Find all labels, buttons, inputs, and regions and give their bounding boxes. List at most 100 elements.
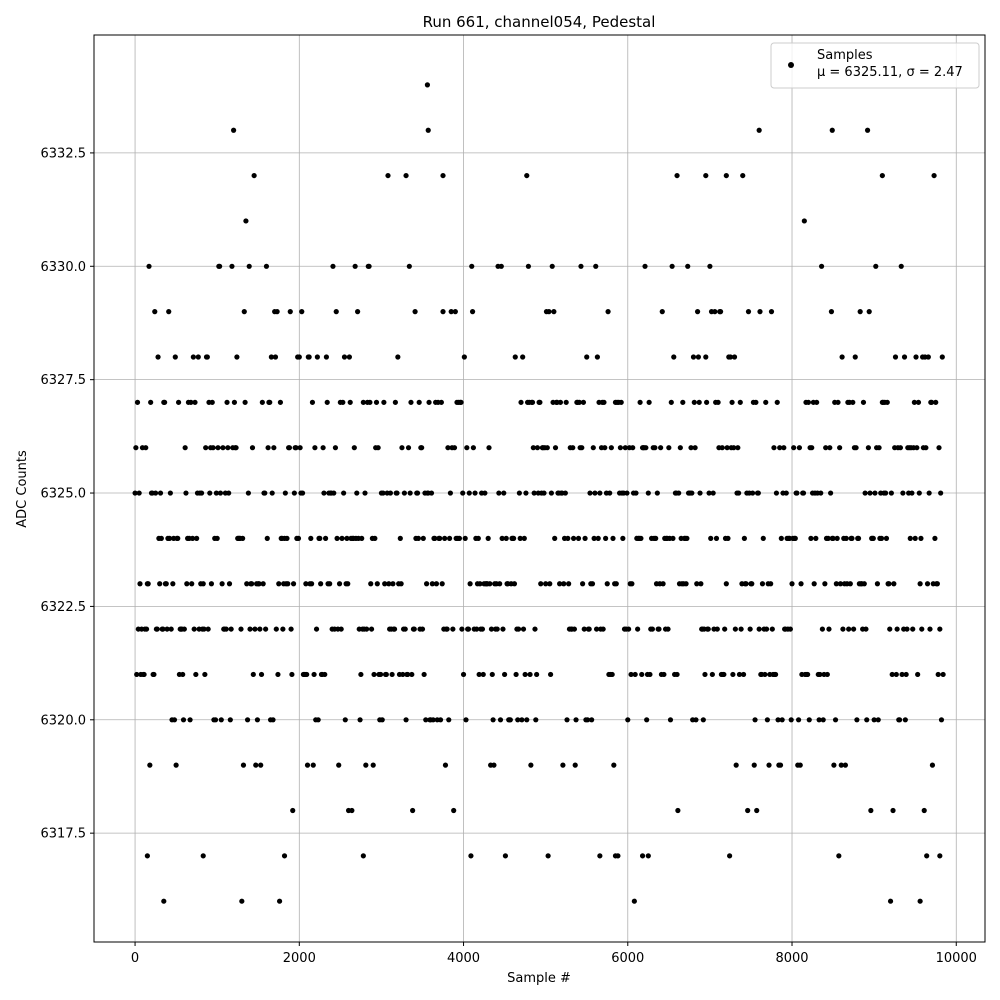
data-point <box>840 626 846 632</box>
data-point <box>709 671 715 678</box>
data-point <box>915 399 922 405</box>
data-point <box>665 626 671 632</box>
data-point <box>438 399 444 405</box>
data-point <box>521 535 527 541</box>
data-point <box>873 263 879 269</box>
data-point <box>591 535 597 541</box>
data-point <box>217 263 223 269</box>
data-point <box>291 490 297 496</box>
data-point <box>487 581 493 587</box>
data-point <box>624 490 630 496</box>
data-point <box>685 263 691 269</box>
data-point <box>162 399 168 405</box>
data-point <box>938 490 944 496</box>
data-point <box>137 581 143 587</box>
data-point <box>769 626 775 632</box>
data-point <box>410 807 416 814</box>
chart-title: Run 661, channel054, Pedestal <box>423 13 656 31</box>
data-point <box>308 535 314 541</box>
data-point <box>897 717 903 723</box>
data-point <box>842 762 849 768</box>
data-point <box>352 263 358 269</box>
data-point <box>528 762 534 768</box>
data-point <box>691 399 697 405</box>
data-point <box>871 717 877 723</box>
data-point <box>158 535 164 541</box>
data-point <box>912 535 918 541</box>
data-point <box>602 445 608 451</box>
data-point <box>172 354 178 360</box>
data-point <box>929 399 935 405</box>
data-point <box>340 399 346 405</box>
data-point <box>265 445 271 451</box>
data-point <box>445 445 451 451</box>
data-point <box>332 445 339 451</box>
data-point <box>565 535 571 541</box>
data-point <box>252 626 258 632</box>
data-point <box>671 354 677 360</box>
data-point <box>768 309 775 315</box>
data-point <box>572 762 578 768</box>
data-point <box>498 263 504 269</box>
data-point <box>656 626 662 632</box>
data-point <box>390 581 396 587</box>
data-point <box>766 762 772 768</box>
data-point <box>193 671 199 678</box>
data-point <box>234 354 240 360</box>
data-point <box>729 399 735 405</box>
data-point <box>792 535 798 541</box>
data-point <box>482 490 488 496</box>
data-point <box>697 490 703 496</box>
data-point <box>534 671 540 678</box>
data-point <box>866 309 872 315</box>
data-point <box>884 399 890 405</box>
data-point <box>275 671 281 678</box>
data-point-outlier <box>612 853 619 859</box>
data-point <box>458 399 464 405</box>
data-point <box>389 671 395 678</box>
data-point <box>428 490 435 496</box>
plot-frame <box>93 34 986 943</box>
data-point <box>854 717 860 723</box>
y-tick-label: 6327.5 <box>41 373 87 388</box>
data-point <box>274 309 280 315</box>
data-point <box>749 581 755 587</box>
data-point <box>851 626 857 632</box>
data-point <box>175 399 182 405</box>
data-point <box>694 581 700 587</box>
data-point <box>416 399 422 405</box>
data-point <box>919 626 925 632</box>
data-point <box>403 717 409 723</box>
data-point <box>523 490 529 496</box>
data-point <box>244 717 251 723</box>
data-point <box>915 671 921 678</box>
data-point <box>601 399 607 405</box>
data-point <box>737 399 743 405</box>
data-point <box>251 172 257 179</box>
data-point <box>722 626 728 632</box>
data-point <box>303 581 309 587</box>
data-point <box>763 399 769 405</box>
data-point <box>465 626 472 632</box>
data-point <box>262 490 268 496</box>
data-point <box>668 399 674 405</box>
data-point <box>589 717 595 723</box>
data-point <box>333 309 339 315</box>
data-point <box>837 581 844 587</box>
data-point <box>921 807 927 814</box>
data-point <box>573 717 579 723</box>
data-point <box>894 626 900 632</box>
data-point <box>914 445 920 451</box>
data-point <box>170 581 176 587</box>
data-point <box>338 626 344 632</box>
data-point <box>806 717 812 723</box>
data-point <box>600 626 606 632</box>
legend-series-name: Samples <box>817 48 873 63</box>
data-point <box>152 309 158 315</box>
data-point <box>181 626 187 632</box>
data-point <box>446 535 453 541</box>
data-point <box>808 535 814 541</box>
data-point <box>593 626 600 632</box>
x-tick-label: 0 <box>131 951 139 966</box>
x-tick-label: 4000 <box>447 951 480 966</box>
